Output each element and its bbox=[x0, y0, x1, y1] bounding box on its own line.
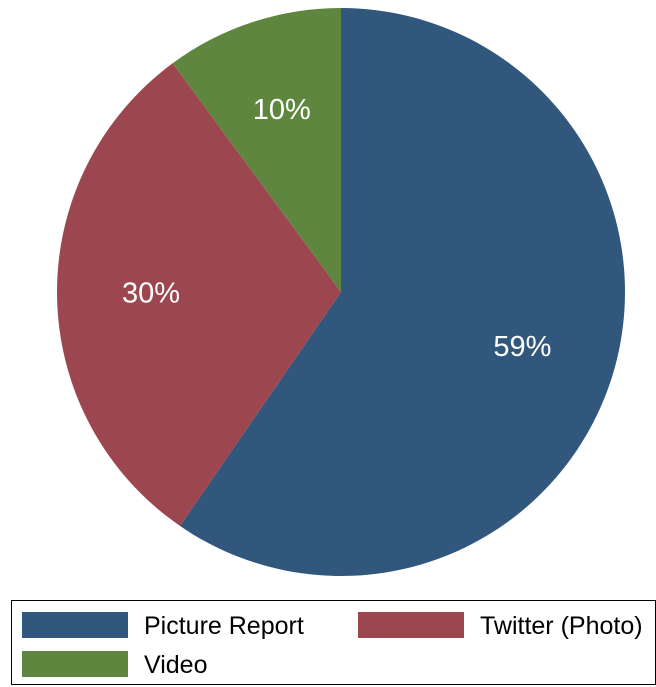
chart-legend: Picture Report Twitter (Photo) Video bbox=[11, 600, 656, 685]
pie-slice-picture-report bbox=[179, 8, 626, 576]
legend-swatch-picture-report bbox=[22, 612, 128, 638]
pie-slices bbox=[57, 8, 626, 576]
slice-label-video: 10% bbox=[253, 94, 311, 126]
slice-label-picture-report: 59% bbox=[493, 331, 551, 363]
pie-slice-labels: 59% 30% 10% bbox=[122, 94, 551, 363]
pie-slice-video bbox=[172, 8, 341, 292]
pie-slice-twitter-photo bbox=[57, 63, 341, 526]
legend-swatch-twitter-photo bbox=[358, 612, 464, 638]
legend-swatch-video bbox=[22, 651, 128, 677]
legend-label-picture-report: Picture Report bbox=[144, 612, 304, 640]
legend-label-twitter-photo: Twitter (Photo) bbox=[480, 612, 643, 640]
legend-label-video: Video bbox=[144, 651, 208, 679]
slice-label-twitter-photo: 30% bbox=[122, 278, 180, 310]
